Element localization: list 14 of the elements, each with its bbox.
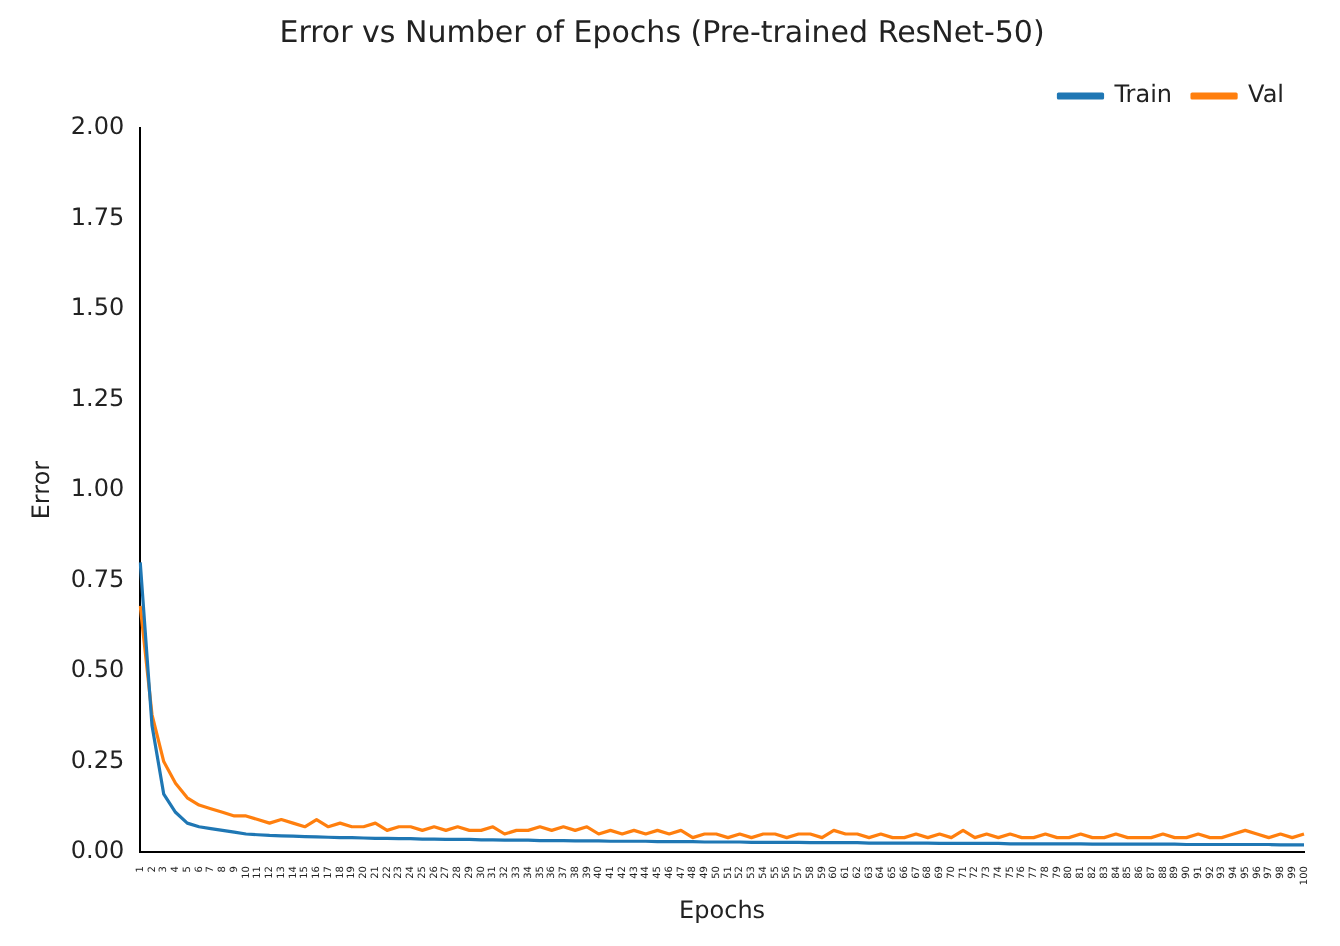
- chart-title: Error vs Number of Epochs (Pre-trained ResNet-50): [279, 13, 1045, 50]
- y-tick-label: 0.50: [70, 655, 125, 684]
- legend-label: Train: [1112, 80, 1173, 109]
- y-tick-label: 0.00: [70, 836, 125, 865]
- y-tick-label: 1.75: [70, 202, 125, 231]
- y-tick-label: 2.00: [70, 112, 125, 141]
- y-tick-label: 1.25: [70, 383, 125, 412]
- y-tick-label: 0.75: [70, 564, 125, 593]
- legend-label: Val: [1248, 80, 1285, 109]
- y-axis-title: Error: [26, 460, 55, 520]
- y-tick-label: 0.25: [70, 745, 125, 774]
- y-tick-label: 1.00: [70, 474, 125, 503]
- y-tick-label: 1.50: [70, 293, 125, 322]
- x-axis-title: Epochs: [679, 895, 766, 924]
